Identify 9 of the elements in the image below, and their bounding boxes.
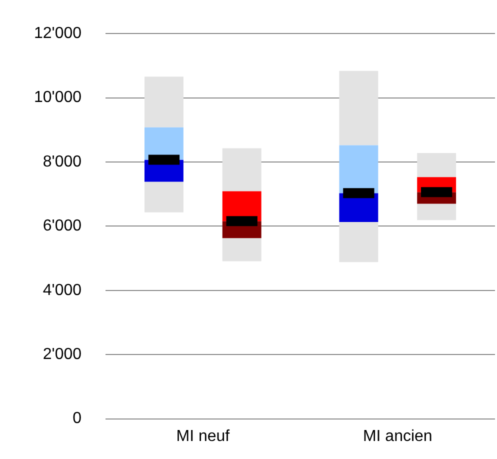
y-tick-label: 8'000 <box>42 153 82 170</box>
x-tick-label: MI neuf <box>176 428 230 445</box>
y-tick-label: 10'000 <box>34 89 82 106</box>
y-tick-label: 12'000 <box>34 25 82 42</box>
y-tick-label: 0 <box>72 410 82 428</box>
y-tick-label: 2'000 <box>42 346 82 364</box>
x-tick-label: MI ancien <box>362 428 432 445</box>
y-tick-label: 4'000 <box>42 282 82 299</box>
y-tick-label: 6'000 <box>42 218 82 235</box>
